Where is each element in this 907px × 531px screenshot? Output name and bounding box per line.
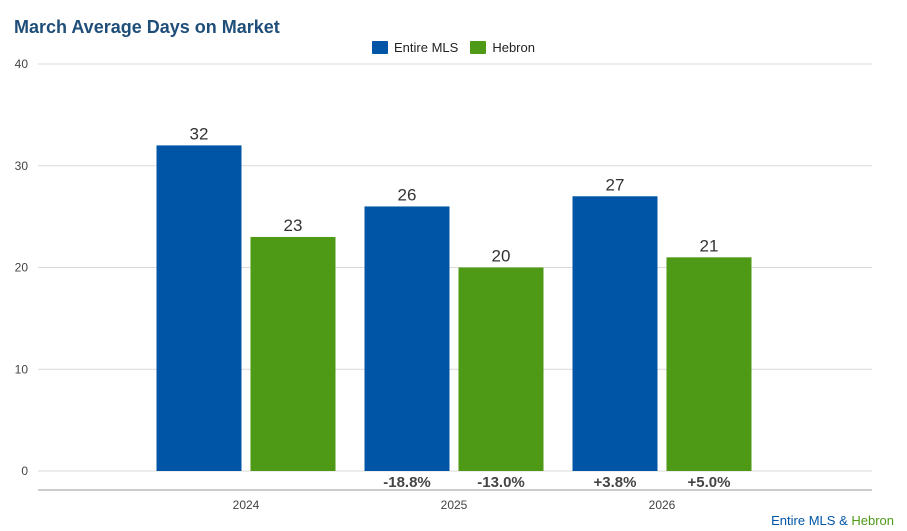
data-label-entire-mls-2025: 26: [398, 185, 417, 204]
bar-hebron-2026: [666, 257, 752, 471]
footer-town: Hebron: [851, 513, 894, 528]
x-tick-label-2024: 2024: [233, 498, 260, 512]
legend-swatch-hebron: [470, 41, 487, 54]
data-label-entire-mls-2026: 27: [606, 175, 625, 194]
y-tick-label-30: 30: [15, 159, 29, 173]
y-tick-label-0: 0: [21, 464, 28, 478]
legend-label-hebron: Hebron: [492, 40, 535, 55]
footer-mls: Entire MLS: [771, 513, 836, 528]
bar-hebron-2025: [458, 267, 544, 471]
bar-entire-mls-2026: [572, 196, 658, 471]
legend-item-entire-mls[interactable]: Entire MLS: [372, 40, 458, 55]
chart-title: March Average Days on Market: [14, 17, 280, 37]
data-label-hebron-2025: 20: [492, 247, 511, 266]
data-label-hebron-2024: 23: [284, 216, 303, 235]
x-tick-label-2026: 2026: [649, 498, 676, 512]
change-label-hebron-2025: -13.0%: [477, 474, 525, 491]
legend-label-entire-mls: Entire MLS: [394, 40, 459, 55]
data-label-entire-mls-2024: 32: [190, 124, 209, 143]
legend: Entire MLS Hebron: [0, 40, 907, 55]
change-label-hebron-2026: +5.0%: [688, 474, 731, 491]
legend-item-hebron[interactable]: Hebron: [470, 40, 535, 55]
y-tick-label-20: 20: [15, 261, 29, 275]
change-label-entire-mls-2025: -18.8%: [383, 474, 431, 491]
data-label-hebron-2026: 21: [700, 236, 719, 255]
bar-hebron-2024: [250, 236, 336, 471]
y-tick-label-10: 10: [15, 362, 29, 376]
bar-entire-mls-2024: [156, 145, 242, 471]
change-label-entire-mls-2026: +3.8%: [594, 474, 637, 491]
x-tick-label-2025: 2025: [441, 498, 468, 512]
footer-credit: Entire MLS & Hebron: [771, 513, 894, 528]
y-tick-label-40: 40: [15, 57, 29, 71]
footer-amp: &: [835, 513, 852, 528]
bar-entire-mls-2025: [364, 206, 450, 471]
legend-swatch-entire-mls: [372, 41, 389, 54]
